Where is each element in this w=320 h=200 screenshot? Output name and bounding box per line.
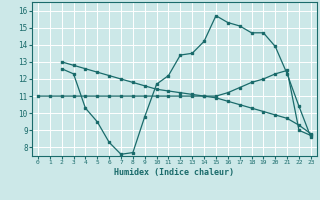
X-axis label: Humidex (Indice chaleur): Humidex (Indice chaleur) [115,168,234,177]
